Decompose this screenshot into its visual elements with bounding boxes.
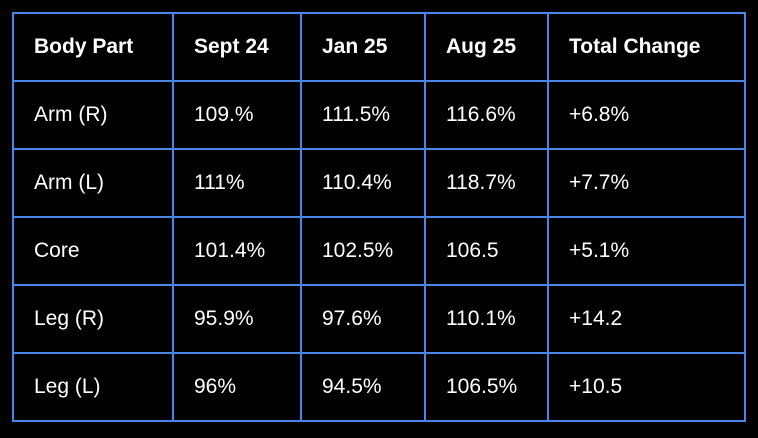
header-cell-jan-25: Jan 25 [300, 12, 426, 82]
cell-total-change: +6.8% [547, 80, 746, 150]
cell-jan-25: 110.4% [300, 148, 426, 218]
cell-jan-25: 94.5% [300, 352, 426, 422]
cell-aug-25: 118.7% [424, 148, 549, 218]
table-row-arm-r: Arm (R) 109.% 111.5% 116.6% +6.8% [12, 80, 746, 150]
cell-body-part: Arm (L) [12, 148, 174, 218]
body-part-progress-table: Body Part Sept 24 Jan 25 Aug 25 Total Ch… [12, 12, 746, 422]
table-row-leg-r: Leg (R) 95.9% 97.6% 110.1% +14.2 [12, 284, 746, 354]
cell-sept-24: 96% [172, 352, 302, 422]
cell-sept-24: 101.4% [172, 216, 302, 286]
table-row-arm-l: Arm (L) 111% 110.4% 118.7% +7.7% [12, 148, 746, 218]
cell-sept-24: 111% [172, 148, 302, 218]
cell-jan-25: 97.6% [300, 284, 426, 354]
cell-body-part: Leg (R) [12, 284, 174, 354]
cell-total-change: +10.5 [547, 352, 746, 422]
cell-aug-25: 116.6% [424, 80, 549, 150]
header-cell-aug-25: Aug 25 [424, 12, 549, 82]
cell-body-part: Leg (L) [12, 352, 174, 422]
cell-body-part: Core [12, 216, 174, 286]
body-part-progress-table-container: Body Part Sept 24 Jan 25 Aug 25 Total Ch… [12, 12, 746, 422]
cell-sept-24: 109.% [172, 80, 302, 150]
header-cell-body-part: Body Part [12, 12, 174, 82]
cell-total-change: +14.2 [547, 284, 746, 354]
cell-aug-25: 110.1% [424, 284, 549, 354]
cell-total-change: +7.7% [547, 148, 746, 218]
cell-body-part: Arm (R) [12, 80, 174, 150]
header-cell-total-change: Total Change [547, 12, 746, 82]
table-row-core: Core 101.4% 102.5% 106.5 +5.1% [12, 216, 746, 286]
cell-aug-25: 106.5% [424, 352, 549, 422]
cell-jan-25: 111.5% [300, 80, 426, 150]
cell-aug-25: 106.5 [424, 216, 549, 286]
header-row: Body Part Sept 24 Jan 25 Aug 25 Total Ch… [12, 12, 746, 82]
header-cell-sept-24: Sept 24 [172, 12, 302, 82]
table-row-leg-l: Leg (L) 96% 94.5% 106.5% +10.5 [12, 352, 746, 422]
cell-total-change: +5.1% [547, 216, 746, 286]
cell-sept-24: 95.9% [172, 284, 302, 354]
cell-jan-25: 102.5% [300, 216, 426, 286]
